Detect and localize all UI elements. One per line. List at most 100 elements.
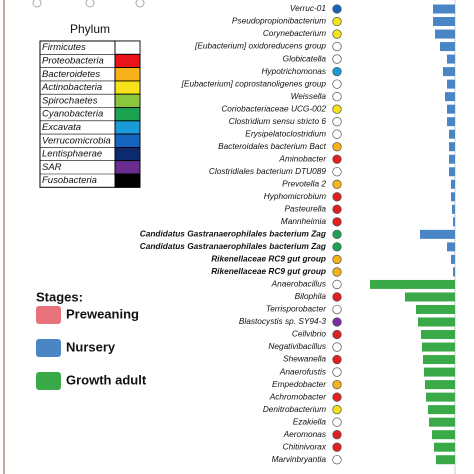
taxon-label: Corynebacterium — [263, 28, 326, 38]
taxon-label: Hypotrichomonas — [261, 66, 326, 76]
phylum-dot — [332, 417, 342, 427]
phylum-dot — [332, 192, 342, 202]
bar — [451, 254, 455, 264]
bar — [433, 17, 455, 27]
stages-title: Stages: — [36, 289, 83, 304]
bar — [443, 67, 455, 77]
phylum-swatch — [114, 146, 141, 162]
phylum-name: Verrucomicrobia — [42, 135, 111, 146]
bar — [423, 355, 455, 365]
phylum-name: Proteobacteria — [42, 55, 104, 66]
bar — [435, 29, 455, 39]
phylum-dot — [332, 154, 342, 164]
phylum-dot — [332, 66, 342, 77]
bar — [428, 405, 455, 415]
taxon-label: Blastocystis sp. SY94-3 — [239, 316, 327, 326]
taxon-label: Marvinbryantia — [272, 454, 327, 464]
taxon-label: Globicatella — [283, 53, 327, 63]
phylum-dot — [332, 16, 342, 27]
bar — [452, 204, 455, 214]
phylum-dot — [332, 254, 342, 265]
bar — [453, 267, 455, 277]
phylum-swatch — [114, 40, 141, 55]
phylum-name: Lentisphaerae — [42, 149, 102, 160]
taxon-label: Candidatus Gastranaerophilales bacterium… — [140, 229, 326, 239]
bar — [421, 330, 455, 340]
phylum-swatch — [114, 80, 141, 95]
phylum-dot — [332, 41, 342, 52]
bar — [440, 42, 455, 52]
bar — [426, 392, 455, 402]
phylum-dot — [332, 404, 342, 415]
taxon-label: Verruc-01 — [290, 3, 326, 13]
phylum-dot — [332, 342, 342, 352]
phylum-dot — [332, 29, 342, 39]
decor-circle — [85, 0, 95, 8]
bar — [422, 342, 455, 352]
bar — [449, 154, 455, 164]
stage-name: Nursery — [66, 339, 116, 354]
bar — [449, 129, 455, 139]
stage-name: Growth adult — [66, 372, 147, 387]
phylum-dot — [332, 142, 342, 152]
taxon-label: Prevotella 2 — [282, 178, 326, 188]
taxon-label: Clostridiales bacterium DTU089 — [209, 166, 327, 176]
phylum-dot — [332, 4, 342, 14]
bar — [370, 279, 455, 289]
bar — [453, 217, 455, 227]
bar — [405, 292, 455, 302]
bar — [429, 417, 455, 427]
stage-swatch — [36, 372, 61, 390]
bar — [447, 79, 455, 89]
phylum-dot — [332, 229, 342, 240]
taxon-label: Coriobacteriaceae UCG-002 — [221, 103, 326, 113]
taxon-label: Aeromonas — [283, 429, 326, 439]
bar — [449, 167, 455, 177]
taxon-label: Clostridium sensu stricto 6 — [229, 116, 327, 126]
taxon-label: Ezakiella — [293, 416, 327, 426]
taxon-label: Bacteroidales bacterium Bact — [218, 141, 327, 151]
bar — [432, 430, 455, 440]
phylum-swatch — [114, 107, 141, 122]
bar — [449, 142, 455, 152]
taxon-label: Chitinivorax — [283, 441, 327, 451]
bar — [447, 104, 455, 114]
bar — [418, 317, 455, 327]
phylum-name: Firmicutes — [42, 42, 86, 53]
taxon-label: Anaerobacillus — [271, 279, 326, 289]
phylum-dot — [332, 91, 342, 102]
bar — [447, 242, 455, 252]
stage-swatch — [36, 306, 61, 324]
bar — [433, 4, 455, 14]
taxon-label: Cellvibrio — [292, 329, 327, 339]
phylum-dot — [332, 367, 342, 377]
phylum-swatch — [114, 120, 141, 135]
phylum-swatch — [114, 93, 141, 108]
taxon-label: Denitrobacterium — [263, 404, 326, 414]
phylum-dot — [332, 430, 342, 440]
phylum-dot — [332, 179, 342, 189]
taxon-label: Anaerofustis — [279, 366, 326, 376]
taxon-label: Terrisporobacter — [266, 304, 327, 314]
phylum-dot — [332, 442, 342, 452]
bar — [436, 455, 455, 465]
taxon-label: Rikenellaceae RC9 gut group — [211, 266, 326, 276]
taxon-label: [Eubacterium] coprostanoligenes group — [181, 78, 327, 88]
phylum-name: Actinobacteria — [41, 82, 102, 93]
phylum-swatch — [114, 67, 141, 82]
phylum-dot — [332, 204, 342, 214]
bar — [425, 380, 455, 390]
stage-swatch — [36, 339, 61, 357]
phylum-dot — [332, 392, 342, 402]
taxon-label: Negativibacillus — [268, 341, 326, 351]
taxon-label: Mannheimia — [281, 216, 327, 226]
taxon-label: Empedobacter — [272, 379, 327, 389]
phylum-dot — [332, 267, 342, 277]
taxon-label: Candidatus Gastranaerophilales bacterium… — [140, 241, 326, 251]
phylum-dot — [332, 304, 342, 315]
phylum-dot — [332, 379, 342, 390]
stage-name: Preweaning — [66, 306, 139, 321]
phylum-dot — [332, 54, 342, 64]
decor-circle — [135, 0, 145, 8]
taxon-label: Aminobacter — [278, 153, 327, 163]
